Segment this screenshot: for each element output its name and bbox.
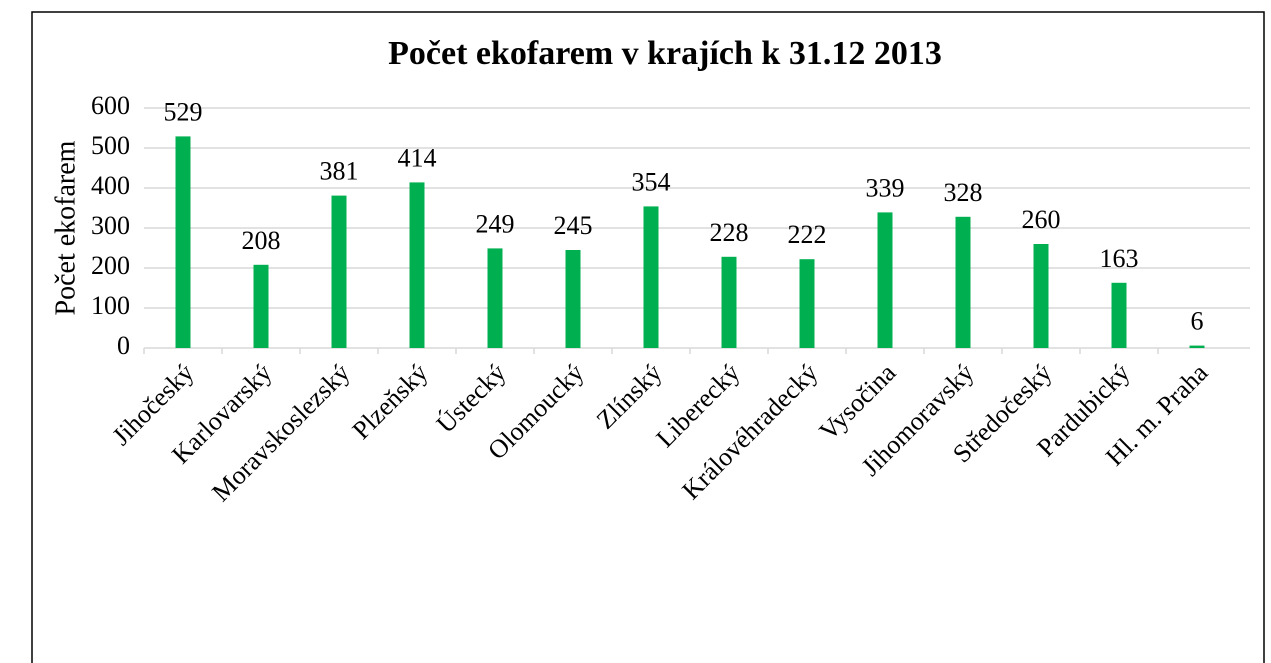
y-tick-label: 600 <box>91 91 130 120</box>
bar <box>253 264 269 348</box>
data-label: 529 <box>164 97 203 126</box>
bar <box>643 206 659 348</box>
bar <box>565 250 581 348</box>
bar <box>955 216 971 348</box>
data-label: 354 <box>632 167 671 196</box>
y-axis-title: Počet ekofarem <box>50 140 81 315</box>
chart-title: Počet ekofarem v krajích k 31.12 2013 <box>388 35 942 72</box>
y-tick-label: 500 <box>91 131 130 160</box>
data-label: 414 <box>398 143 437 172</box>
data-label: 260 <box>1022 205 1061 234</box>
y-tick-label: 400 <box>91 171 130 200</box>
data-label: 228 <box>710 218 749 247</box>
y-tick-label: 0 <box>117 331 130 360</box>
bar <box>331 195 347 348</box>
bar <box>1033 244 1049 348</box>
y-tick-label: 300 <box>91 211 130 240</box>
data-label: 381 <box>320 157 359 186</box>
bar <box>799 259 815 348</box>
bar <box>487 248 503 348</box>
bar <box>877 212 893 348</box>
bar <box>1111 282 1127 348</box>
data-label: 245 <box>554 211 593 240</box>
data-label: 208 <box>242 226 281 255</box>
data-label: 6 <box>1191 307 1204 336</box>
data-label: 249 <box>476 209 515 238</box>
data-label: 339 <box>866 173 905 202</box>
bar <box>1189 345 1205 348</box>
bar <box>409 182 425 348</box>
y-tick-label: 200 <box>91 251 130 280</box>
data-label: 328 <box>944 178 983 207</box>
bar <box>175 136 191 348</box>
bar <box>721 256 737 348</box>
y-tick-label: 100 <box>91 291 130 320</box>
data-label: 163 <box>1100 244 1139 273</box>
data-label: 222 <box>788 220 827 249</box>
